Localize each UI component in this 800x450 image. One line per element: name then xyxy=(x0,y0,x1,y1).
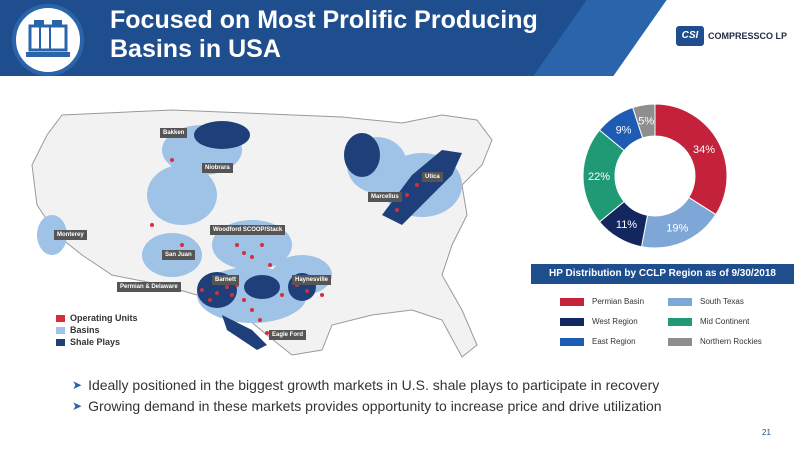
hp-legend-item: East Region xyxy=(560,337,636,346)
compressor-icon xyxy=(12,4,84,76)
map-label-marcellus: Marcellus xyxy=(368,192,402,202)
legend-item: Shale Plays xyxy=(56,336,138,348)
map-label-niobrara: Niobrara xyxy=(202,163,233,173)
basin-area xyxy=(147,165,217,225)
hp-chart-title: HP Distribution by CCLP Region as of 9/3… xyxy=(531,264,794,284)
hp-legend-swatch xyxy=(560,337,584,346)
page-title: Focused on Most Prolific Producing Basin… xyxy=(110,6,550,64)
map-label-utica: Utica xyxy=(422,172,443,182)
legend-label: Basins xyxy=(70,325,100,335)
map-label-haynesville: Haynesville xyxy=(292,275,332,285)
bullet-item: ➤ Growing demand in these markets provid… xyxy=(72,396,662,417)
legend-swatch xyxy=(56,326,65,334)
hp-legend-swatch xyxy=(668,297,692,306)
hp-legend-label: Permian Basin xyxy=(592,297,645,306)
logo-text: COMPRESSCO LP xyxy=(708,31,788,41)
hp-legend-label: East Region xyxy=(592,337,636,346)
shale-play xyxy=(344,133,380,177)
logo-mark: CSI xyxy=(676,26,704,46)
donut-slice-label: 19% xyxy=(666,222,688,234)
shale-play xyxy=(222,315,267,350)
bullet-list: ➤ Ideally positioned in the biggest grow… xyxy=(72,375,662,417)
donut-slice-label: 22% xyxy=(588,171,610,183)
arrow-icon: ➤ xyxy=(72,378,83,392)
hp-donut-chart: 34% 19% 11% 22% 9% 5% xyxy=(582,103,728,249)
shale-play xyxy=(194,121,250,149)
hp-legend-label: South Texas xyxy=(700,297,744,306)
hp-legend-item: Permian Basin xyxy=(560,297,644,306)
legend-item: Operating Units xyxy=(56,312,138,324)
map-label-woodford: Woodford SCOOP/Stack xyxy=(210,225,286,235)
donut-slice-label: 11% xyxy=(616,219,637,231)
title-line-1: Focused on Most Prolific Producing xyxy=(110,6,538,34)
shale-play xyxy=(382,150,462,225)
title-line-2: Basins in USA xyxy=(110,35,281,63)
legend-label: Operating Units xyxy=(70,313,138,323)
map-label-eagle-ford: Eagle Ford xyxy=(269,330,307,340)
donut-slice-label: 34% xyxy=(693,144,715,156)
usa-basin-map: Bakken Niobrara Utica Marcellus Monterey… xyxy=(22,95,522,375)
bullet-text: Growing demand in these markets provides… xyxy=(88,398,662,414)
legend-item: Basins xyxy=(56,324,138,336)
hp-legend-item: Mid Continent xyxy=(668,317,749,326)
hp-legend-label: Mid Continent xyxy=(700,317,750,326)
hp-legend-swatch xyxy=(668,317,692,326)
bullet-item: ➤ Ideally positioned in the biggest grow… xyxy=(72,375,662,396)
legend-swatch xyxy=(56,338,65,346)
company-logo: CSI COMPRESSCO LP xyxy=(676,26,787,46)
shale-play xyxy=(244,275,280,299)
basin-area xyxy=(37,215,67,255)
hp-legend-label: Northern Rockies xyxy=(700,337,762,346)
legend-swatch xyxy=(56,314,65,322)
hp-legend-swatch xyxy=(560,297,584,306)
bullet-text: Ideally positioned in the biggest growth… xyxy=(88,377,660,393)
map-label-permian: Permian & Delaware xyxy=(117,282,181,292)
map-label-monterey: Monterey xyxy=(54,230,87,240)
hp-legend-item: West Region xyxy=(560,317,638,326)
donut-slice-northern-rockies xyxy=(632,103,656,139)
hp-legend-item: Northern Rockies xyxy=(668,337,762,346)
hp-legend-swatch xyxy=(668,337,692,346)
map-label-barnett: Barnett xyxy=(212,275,240,285)
donut-slice-label: 9% xyxy=(616,125,632,137)
arrow-icon: ➤ xyxy=(72,399,83,413)
hp-legend-label: West Region xyxy=(592,317,638,326)
map-label-san-juan: San Juan xyxy=(162,250,195,260)
hp-legend-swatch xyxy=(560,317,584,326)
map-label-bakken: Bakken xyxy=(160,128,188,138)
map-legend: Operating Units Basins Shale Plays xyxy=(56,312,138,348)
header-banner: Focused on Most Prolific Producing Basin… xyxy=(0,0,800,76)
donut-slice-permian-basin xyxy=(654,103,728,216)
hp-legend-item: South Texas xyxy=(668,297,744,306)
donut-slice-label: 5% xyxy=(638,116,654,128)
legend-label: Shale Plays xyxy=(70,337,121,347)
page-number: 21 xyxy=(762,428,771,437)
